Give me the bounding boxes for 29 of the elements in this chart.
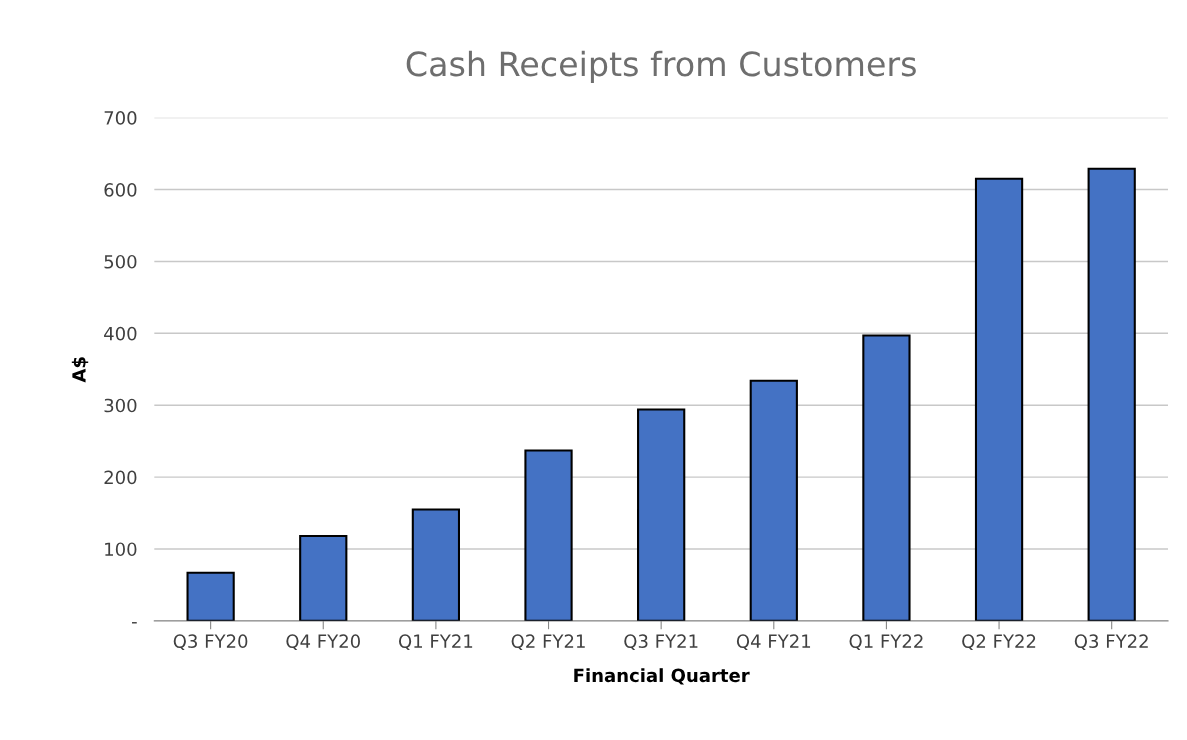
y-tick-label: 300 [104,398,137,413]
y-tick-label: 100 [105,542,137,557]
y-tick-label: 200 [104,470,137,485]
bar [411,508,461,621]
bar [299,534,348,621]
y-tick-label: - [132,622,137,624]
x-tick-label: Q4 FY21 [736,634,811,651]
chart-title: Cash Receipts from Customers [406,50,916,83]
y-tick-label: 700 [104,111,137,125]
bar [524,449,573,621]
x-tick-label: Q2 FY21 [511,634,585,651]
y-tick-label: 600 [104,183,137,197]
x-tick-label: Q1 FY21 [398,634,473,651]
x-tick-label: Q1 FY22 [849,634,923,651]
bar [862,334,911,621]
x-tick-label: Q3 FY22 [1074,634,1148,651]
y-tick-label: 400 [104,326,137,341]
y-axis-title: A$ [71,357,89,383]
bar [637,408,686,621]
x-tick-label: Q2 FY22 [962,634,1036,651]
x-axis-title: Financial Quarter [574,668,750,685]
bar [749,379,798,621]
x-tick-label: Q4 FY20 [286,634,360,651]
bar [974,177,1024,621]
y-tick-label: 500 [104,254,137,269]
bar [186,571,235,621]
x-tick-label: Q3 FY20 [173,634,248,651]
x-tick-label: Q3 FY21 [624,634,698,651]
bar [1087,167,1136,621]
